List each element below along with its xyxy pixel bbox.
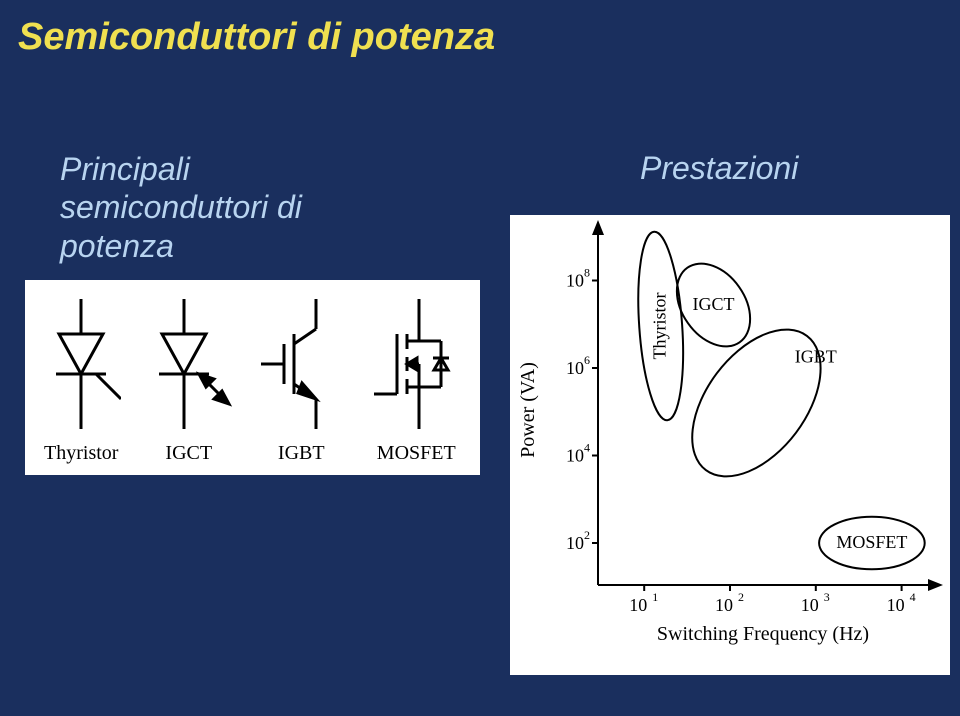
svg-text:10: 10 xyxy=(566,271,584,291)
performance-chart: 102104106108101102103104Power (VA)Switch… xyxy=(510,215,950,675)
svg-text:IGBT: IGBT xyxy=(795,347,837,367)
svg-text:4: 4 xyxy=(910,590,916,604)
symbols-panel: Thyristor IGCT xyxy=(25,280,480,475)
chart-panel: 102104106108101102103104Power (VA)Switch… xyxy=(510,215,950,675)
svg-text:MOSFET: MOSFET xyxy=(836,532,907,552)
symbol-igct: IGCT xyxy=(144,290,234,465)
symbol-label-igct: IGCT xyxy=(165,442,212,465)
symbol-label-thyristor: Thyristor xyxy=(44,442,118,465)
symbol-mosfet: MOSFET xyxy=(369,290,464,465)
svg-text:10: 10 xyxy=(566,358,584,378)
subtitle-principali: Principali semiconduttori di potenza xyxy=(60,150,302,265)
svg-text:3: 3 xyxy=(824,590,830,604)
svg-text:1: 1 xyxy=(652,590,658,604)
svg-text:6: 6 xyxy=(584,353,590,367)
symbol-igbt: IGBT xyxy=(256,290,346,465)
mosfet-icon xyxy=(369,290,464,438)
svg-text:8: 8 xyxy=(584,266,590,280)
igbt-icon xyxy=(256,290,346,438)
svg-text:10: 10 xyxy=(715,595,733,615)
subtitle-left-line2: semiconduttori di xyxy=(60,189,302,225)
svg-text:4: 4 xyxy=(584,441,590,455)
thyristor-icon xyxy=(41,290,121,438)
svg-text:Switching Frequency (Hz): Switching Frequency (Hz) xyxy=(657,623,869,645)
subtitle-prestazioni: Prestazioni xyxy=(640,150,798,187)
igct-icon xyxy=(144,290,234,438)
svg-text:10: 10 xyxy=(566,446,584,466)
subtitle-left-line1: Principali xyxy=(60,151,190,187)
svg-text:2: 2 xyxy=(738,590,744,604)
symbol-label-igbt: IGBT xyxy=(278,442,325,465)
symbol-label-mosfet: MOSFET xyxy=(377,442,456,465)
svg-text:2: 2 xyxy=(584,528,590,542)
subtitle-left-line3: potenza xyxy=(60,228,174,264)
svg-text:Thyristor: Thyristor xyxy=(650,293,670,360)
svg-text:10: 10 xyxy=(801,595,819,615)
svg-text:Power (VA): Power (VA) xyxy=(517,362,539,458)
svg-text:IGCT: IGCT xyxy=(693,294,735,314)
page-title: Semiconduttori di potenza xyxy=(18,16,495,59)
symbol-thyristor: Thyristor xyxy=(41,290,121,465)
svg-text:10: 10 xyxy=(566,533,584,553)
svg-text:10: 10 xyxy=(887,595,905,615)
symbols-row: Thyristor IGCT xyxy=(25,280,480,475)
svg-text:10: 10 xyxy=(629,595,647,615)
